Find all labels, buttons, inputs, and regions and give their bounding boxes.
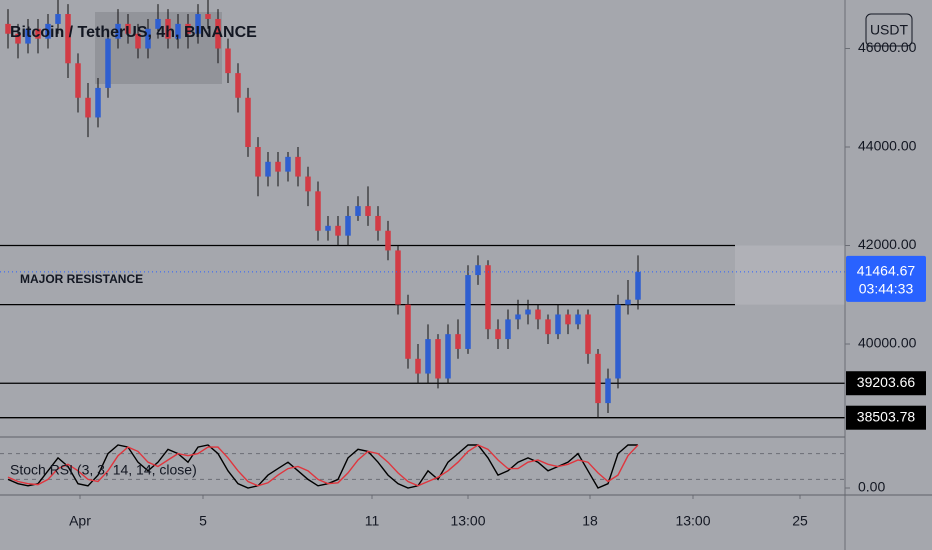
candle-body — [435, 339, 441, 379]
candle-body — [75, 63, 81, 98]
candle-body — [55, 14, 61, 24]
support-price-box — [846, 405, 926, 430]
candle-body — [115, 23, 121, 39]
candle-body — [575, 314, 581, 325]
plot-layer: 40000.00 42000.00 44000.00 46000.00 Apr 5 11 13… — [0, 0, 926, 529]
x-tick-label: 25 — [792, 513, 808, 529]
candle-body — [335, 225, 341, 236]
candle-body — [455, 334, 461, 349]
support-price-label: 39203.66 — [857, 374, 916, 390]
candle-body — [95, 87, 101, 118]
candle-body — [515, 314, 521, 320]
candle-body — [605, 378, 611, 404]
candle-body — [485, 265, 491, 330]
x-tick-label: 18 — [582, 513, 598, 529]
candle-body — [225, 48, 231, 74]
candle-body — [595, 353, 601, 404]
last-price-label: 41464.67 — [857, 263, 916, 279]
candle-body — [465, 275, 471, 349]
candle-body — [295, 156, 301, 177]
candle-body — [585, 314, 591, 354]
candle-body — [245, 97, 251, 148]
support-price-box — [846, 371, 926, 396]
candle-body — [625, 299, 631, 305]
zone-label: MAJOR RESISTANCE — [20, 272, 143, 286]
candle-body — [165, 18, 171, 39]
x-tick-label: 5 — [199, 513, 207, 529]
x-tick-label: Apr — [69, 513, 91, 529]
x-tick-label: 11 — [365, 513, 380, 529]
candle-body — [255, 147, 261, 177]
candle-body — [505, 319, 511, 340]
x-tick-label: 13:00 — [675, 513, 710, 529]
candle-body — [265, 161, 271, 177]
candle-body — [145, 28, 151, 49]
candle-body — [185, 23, 191, 34]
candle-body — [135, 33, 141, 49]
candle-body — [445, 334, 451, 379]
candle-body — [35, 28, 41, 39]
candle-body — [235, 73, 241, 98]
zone-axis-band — [735, 245, 845, 305]
candle-body — [125, 23, 131, 34]
candle-body — [635, 271, 641, 300]
candle-body — [385, 230, 391, 251]
candle-body — [305, 176, 311, 192]
x-tick-label: 13:00 — [450, 513, 485, 529]
candle-body — [425, 339, 431, 374]
candle-body — [555, 314, 561, 335]
candle-body — [615, 304, 621, 379]
chart-title: Bitcoin / TetherUS, 4h, BINANCE — [10, 24, 257, 41]
candle-body — [475, 265, 481, 276]
last-price-box — [846, 255, 926, 302]
candle-body — [395, 250, 401, 305]
candle-body — [415, 358, 421, 374]
support-price-label: 38503.78 — [857, 408, 916, 424]
currency-button[interactable] — [865, 13, 913, 47]
candle-body — [545, 319, 551, 335]
stoch-line — [7, 444, 638, 489]
countdown-label: 03:44:33 — [859, 281, 914, 297]
candle-body — [325, 225, 331, 231]
candle-body — [205, 14, 211, 19]
candle-body — [195, 14, 201, 34]
candle-body — [175, 23, 181, 39]
candle-body — [355, 206, 361, 216]
candle-body — [525, 309, 531, 315]
candle-body — [275, 161, 281, 172]
y-tick-label: 46000.00 — [858, 39, 917, 55]
candle-body — [405, 304, 411, 359]
candle-body — [25, 28, 31, 44]
y-tick-label: 44000.00 — [858, 138, 917, 154]
candle-body — [315, 191, 321, 231]
candle-body — [45, 23, 51, 39]
y-tick-label: 40000.00 — [858, 335, 917, 351]
candle-body — [345, 215, 351, 236]
candle-body — [495, 329, 501, 340]
indicator-title: Stoch RSI (3, 3, 14, 14, close) — [10, 462, 197, 478]
candle-body — [565, 314, 571, 325]
stoch-line — [7, 444, 639, 487]
currency-label[interactable]: USDT — [870, 22, 909, 38]
candle-body — [375, 215, 381, 231]
candle-body — [535, 309, 541, 320]
candle-body — [365, 206, 371, 216]
candle-body — [155, 18, 161, 29]
y-tick-label: 0.00 — [858, 479, 885, 495]
candle-body — [215, 18, 221, 49]
candle-body — [85, 97, 91, 118]
candle-body — [105, 38, 111, 88]
candle-body — [65, 14, 71, 64]
candle-body — [15, 33, 21, 44]
candle-body — [285, 156, 291, 172]
y-tick-label: 42000.00 — [858, 236, 917, 252]
candle-body — [5, 23, 11, 34]
